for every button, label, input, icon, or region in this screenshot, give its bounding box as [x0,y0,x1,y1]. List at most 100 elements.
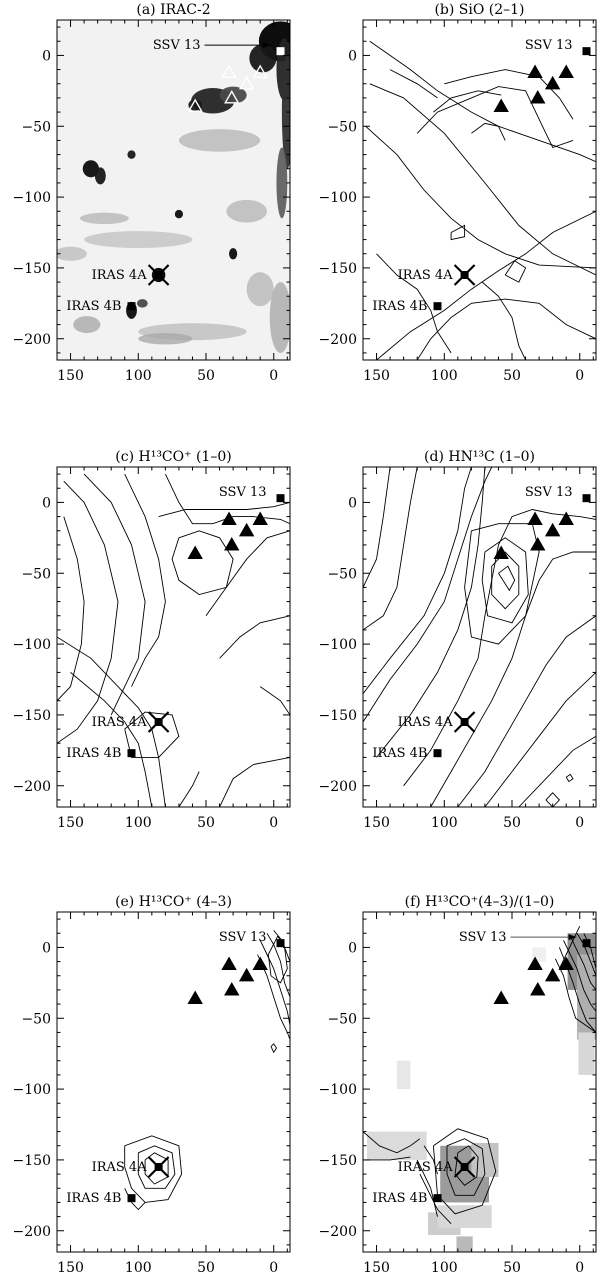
y-tick-label: 0 [348,48,357,64]
source-label: IRAS 4A [92,1160,148,1175]
outflow-knot-triangle [238,522,255,537]
irac-emission-blob [57,246,87,261]
contour-line [416,298,596,360]
x-tick-label: 100 [125,815,152,831]
y-tick-label: −100 [13,637,51,653]
irac-image-background [57,20,290,360]
source-marker-square [460,718,469,726]
y-tick-label: −200 [319,779,357,795]
contour-line [376,467,486,758]
y-tick-label: −150 [319,261,357,277]
contour-line [259,940,290,1026]
outflow-knot-triangle [224,537,240,551]
contour-line [419,1173,452,1225]
outflow-knot-triangle [530,537,546,551]
irac-emission-blob [127,150,136,159]
source-marker-square [276,47,285,56]
source-label: IRAS 4A [92,268,148,283]
contour-line [491,551,520,610]
y-tick-label: 0 [42,940,51,956]
source-marker-square [582,494,591,503]
y-tick-label: −100 [319,190,357,206]
y-tick-label: −150 [13,1153,51,1169]
source-marker-square [582,47,591,56]
contour-line [498,565,516,592]
source-label: IRAS 4A [398,1160,454,1175]
y-tick-label: −100 [13,1082,51,1098]
panel-title: (b) SiO (2–1) [434,2,524,18]
contour-line [83,473,146,716]
source-marker-square [460,1163,469,1171]
source-label: SSV 13 [525,38,573,53]
y-tick-label: −50 [327,119,357,135]
outflow-knot-triangle [558,64,574,78]
outflow-knot-triangle [252,64,268,78]
y-tick-label: −150 [13,708,51,724]
ratio-map-pixel [437,1205,492,1228]
contour-line [481,281,527,360]
x-tick-label: 0 [269,815,278,831]
x-tick-label: 50 [197,815,215,831]
source-label: IRAS 4A [398,715,454,730]
outflow-knot-triangle [544,75,561,90]
irac-emission-blob [249,44,277,73]
panel-title: (d) HN¹³C (1–0) [424,449,535,465]
contour-line [57,480,119,744]
ratio-map-pixel [578,1032,595,1075]
irac-emission-blob [229,248,238,260]
outflow-knot-triangle [187,545,203,559]
panel-title: (c) H¹³CO⁺ (1–0) [115,449,231,465]
outflow-knot-triangle [187,990,203,1004]
y-tick-label: −50 [327,1011,357,1027]
contour-line [457,615,596,807]
contour-line [363,1156,411,1161]
irac-emission-blob [80,212,129,224]
plot-area-e [124,930,290,1211]
source-label: IRAS 4B [372,299,427,314]
contour-line [363,467,493,723]
contour-line [124,1135,183,1203]
contour-line [266,933,290,998]
contour-line [137,1145,176,1189]
ratio-map-pixel [396,1060,411,1090]
contour-line [70,672,153,807]
source-marker-square [276,939,285,948]
source-label: SSV 13 [219,930,267,945]
contour-line [219,615,290,659]
contour-line [444,69,574,120]
plot-frame [56,19,291,361]
contour-line [259,686,290,716]
contour-line [363,467,472,694]
source-marker-square [460,271,469,279]
x-tick-label: 100 [431,1260,458,1273]
irac-emission-blob [178,129,261,152]
outflow-knot-triangle [252,511,268,525]
contour-line [423,1145,438,1175]
contour-line [376,253,452,354]
contour-line [178,771,200,807]
contour-line [171,530,234,595]
outflow-knot-triangle [527,64,543,78]
outflow-knot-triangle [252,956,268,970]
irac-emission-blob [73,316,101,334]
panel-f: SSV 13 IRAS 4A IRAS 4B 150 100 50 0 0 −50 −100 −15… [319,894,597,1273]
ratio-map-pixel [456,1236,473,1252]
plot-area-d [363,467,596,807]
x-tick-label: 100 [431,815,458,831]
y-tick-label: −50 [21,1011,51,1027]
y-tick-label: −150 [319,1153,357,1169]
irac-emission-blob [188,99,202,111]
y-tick-label: −50 [21,119,51,135]
irac-emission-blob [246,272,274,307]
y-tick-label: −50 [21,566,51,582]
contour-line [433,90,502,113]
contour-line [270,1043,278,1054]
contour-line [518,735,596,807]
contour-line [576,933,596,976]
plot-area-b [365,40,596,360]
x-tick-label: 50 [503,1260,521,1273]
x-tick-label: 50 [197,1260,215,1273]
y-tick-label: 0 [42,495,51,511]
irac-emission-blob [269,282,290,353]
outflow-knot-triangle [558,956,574,970]
